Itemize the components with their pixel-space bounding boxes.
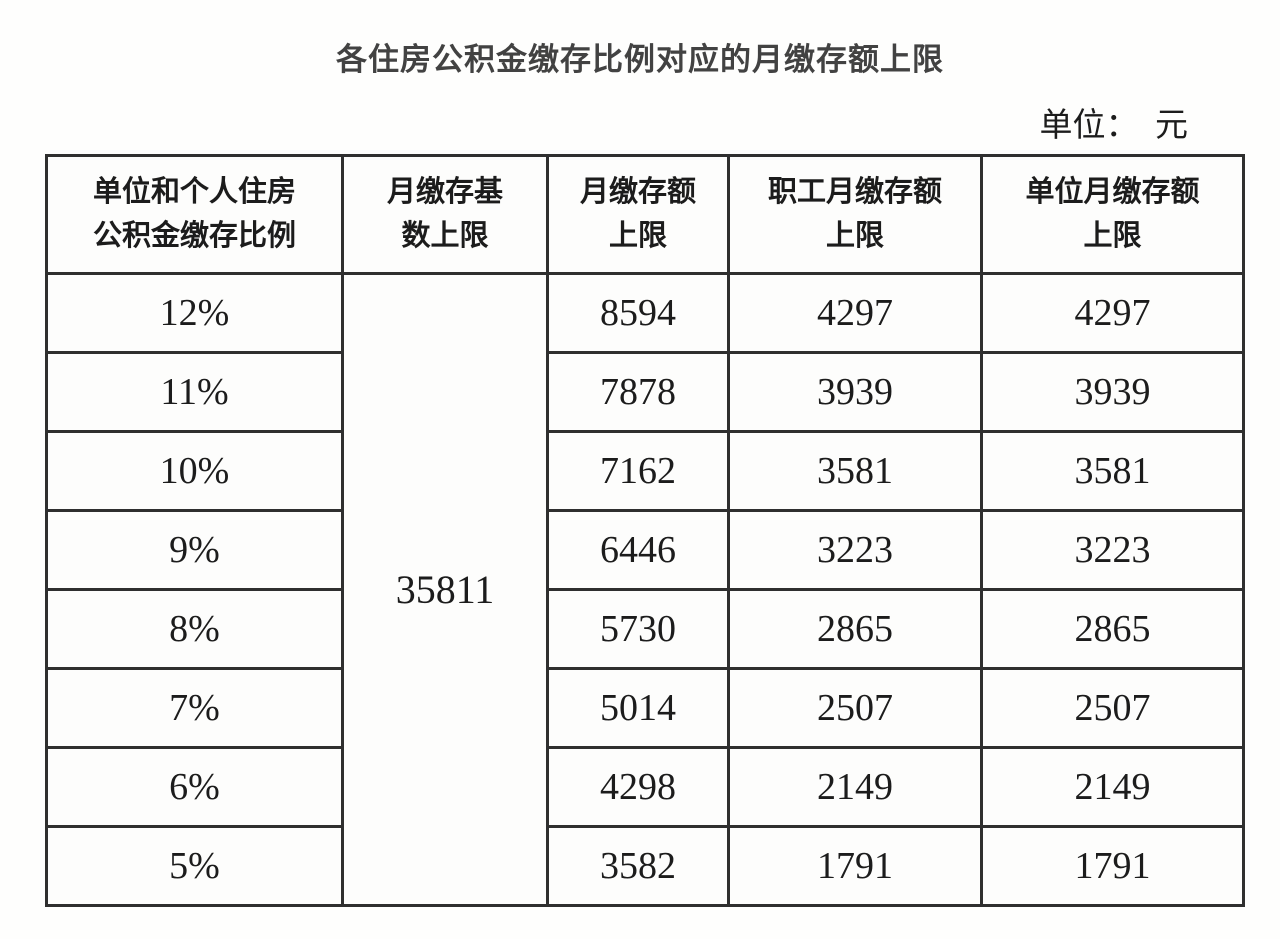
employee-cap-cell: 2507: [727, 667, 983, 749]
employer-cap-cell: 3581: [980, 430, 1245, 512]
employer-cap-cell: 2507: [980, 667, 1245, 749]
header-monthly-cap: 月缴存额 上限: [546, 154, 730, 275]
table-row: 5% 3582 1791 1791: [45, 825, 1245, 907]
monthly-cap-cell: 3582: [546, 825, 730, 907]
employer-cap-cell: 4297: [980, 272, 1245, 354]
monthly-cap-cell: 6446: [546, 509, 730, 591]
employer-cap-cell: 3223: [980, 509, 1245, 591]
header-employer-cap: 单位月缴存额 上限: [980, 154, 1245, 275]
ratio-cell: 8%: [45, 588, 344, 670]
employee-cap-cell: 4297: [727, 272, 983, 354]
monthly-cap-cell: 5014: [546, 667, 730, 749]
employee-cap-cell: 3223: [727, 509, 983, 591]
table-row: 7% 5014 2507 2507: [45, 667, 1245, 749]
unit-label: 单位： 元: [1039, 108, 1189, 144]
ratio-cell: 10%: [45, 430, 344, 512]
monthly-cap-cell: 7878: [546, 351, 730, 433]
monthly-cap-cell: 5730: [546, 588, 730, 670]
monthly-cap-cell: 8594: [546, 272, 730, 354]
table-row: 10% 7162 3581 3581: [45, 430, 1245, 512]
employee-cap-cell: 3939: [727, 351, 983, 433]
employer-cap-cell: 2149: [980, 746, 1245, 828]
base-cap-cell: 35811: [341, 272, 549, 907]
ratio-cell: 11%: [45, 351, 344, 433]
employee-cap-cell: 2149: [727, 746, 983, 828]
employee-cap-cell: 3581: [727, 430, 983, 512]
ratio-cell: 5%: [45, 825, 344, 907]
header-ratio: 单位和个人住房 公积金缴存比例: [45, 154, 344, 275]
table-row: 9% 6446 3223 3223: [45, 509, 1245, 591]
table-row: 6% 4298 2149 2149: [45, 746, 1245, 828]
contribution-cap-table: 单位和个人住房 公积金缴存比例 月缴存基 数上限 月缴存额 上限 职工月缴存额 …: [45, 154, 1245, 907]
header-row: 单位和个人住房 公积金缴存比例 月缴存基 数上限 月缴存额 上限 职工月缴存额 …: [45, 154, 1245, 275]
monthly-cap-cell: 4298: [546, 746, 730, 828]
monthly-cap-cell: 7162: [546, 430, 730, 512]
table-row: 12% 35811 8594 4297 4297: [45, 272, 1245, 907]
employer-cap-cell: 2865: [980, 588, 1245, 670]
ratio-cell: 9%: [45, 509, 344, 591]
ratio-cell: 6%: [45, 746, 344, 828]
employer-cap-cell: 1791: [980, 825, 1245, 907]
page-title: 各住房公积金缴存比例对应的月缴存额上限: [336, 42, 944, 77]
employee-cap-cell: 1791: [727, 825, 983, 907]
employer-cap-cell: 3939: [980, 351, 1245, 433]
ratio-cell: 12%: [45, 272, 344, 354]
header-base-cap: 月缴存基 数上限: [341, 154, 549, 275]
header-employee-cap: 职工月缴存额 上限: [727, 154, 983, 275]
table-row: 11% 7878 3939 3939: [45, 351, 1245, 433]
employee-cap-cell: 2865: [727, 588, 983, 670]
table-row: 8% 5730 2865 2865: [45, 588, 1245, 670]
ratio-cell: 7%: [45, 667, 344, 749]
